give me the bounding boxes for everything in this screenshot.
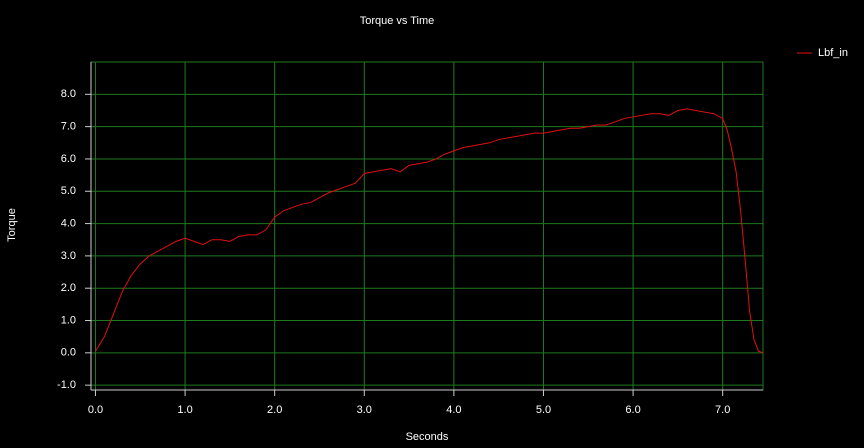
x-tick-label: 6.0 [625,404,640,416]
data-line [95,108,764,354]
y-tick-label: 2.0 [61,282,76,294]
x-tick-label: 0.0 [88,404,103,416]
y-tick-label: 6.0 [61,153,76,165]
legend-label: Lbf_in [818,47,848,59]
y-tick-label: -1.0 [57,379,76,391]
y-tick-label: 4.0 [61,217,76,229]
y-tick-label: 1.0 [61,314,76,326]
y-tick-label: 0.0 [61,347,76,359]
y-tick-label: 5.0 [61,185,76,197]
x-tick-label: 7.0 [715,404,730,416]
x-tick-label: 1.0 [177,404,192,416]
y-tick-label: 3.0 [61,250,76,262]
chart-title: Torque vs Time [360,15,435,27]
x-tick-label: 4.0 [446,404,461,416]
x-tick-label: 2.0 [267,404,282,416]
x-tick-label: 3.0 [357,404,372,416]
y-tick-label: 7.0 [61,121,76,133]
y-tick-label: 8.0 [61,88,76,100]
x-axis-label: Seconds [406,431,449,443]
y-axis-label: Torque [6,208,18,242]
x-tick-label: 5.0 [536,404,551,416]
